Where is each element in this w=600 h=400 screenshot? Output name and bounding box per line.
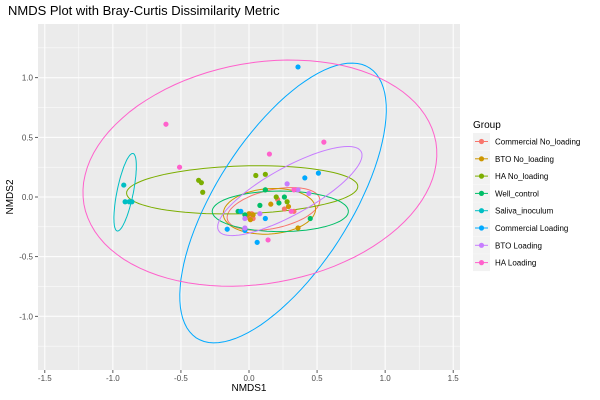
point-well-control [242, 212, 248, 218]
point-ha-loading [176, 164, 183, 170]
point-commercial-loading [302, 175, 308, 181]
point-ha-loading [163, 121, 169, 127]
x-tick-label: 0.5 [312, 374, 324, 383]
x-tick-label: -1.0 [106, 374, 120, 383]
legend-label-bto-loading: BTO Loading [495, 241, 542, 250]
point-saliva-inoculum [122, 199, 128, 205]
point-well-control [307, 215, 313, 222]
point-commercial-loading [238, 208, 244, 214]
point-ha-no-loading [273, 194, 279, 200]
legend-dot-commercial-no-loading [478, 138, 485, 145]
point-bto-no-loading [295, 225, 301, 231]
y-tick-label: 0.5 [22, 133, 34, 142]
y-tick-label: 0.0 [22, 193, 34, 202]
point-bto-loading [257, 211, 263, 217]
legend-dot-ha-loading [478, 260, 485, 266]
chart-title: NMDS Plot with Bray-Curtis Dissimilarity… [8, 3, 280, 18]
y-axis-title: NMDS2 [5, 179, 16, 214]
x-tick-label: 1.0 [380, 374, 392, 383]
point-well-control [257, 202, 263, 208]
point-ha-no-loading [200, 189, 206, 195]
point-well-control [276, 200, 282, 206]
legend-label-bto-no-loading: BTO No_loading [495, 155, 554, 164]
ellipse-saliva-inoculum [113, 153, 137, 232]
x-tick-label: -1.5 [38, 374, 52, 383]
legend-dot-commercial-loading [478, 225, 485, 231]
point-ha-no-loading [198, 180, 204, 186]
legend-label-ha-no-loading: HA No_loading [495, 172, 548, 181]
point-commercial-loading [295, 64, 301, 70]
point-well-control [262, 187, 268, 193]
point-bto-loading [295, 187, 301, 193]
point-commercial-loading [224, 226, 230, 232]
ellipse-ha-no-loading [126, 165, 359, 215]
y-tick-label: -1.0 [19, 312, 33, 321]
point-bto-no-loading [268, 201, 274, 207]
y-tick-label: 1.0 [22, 74, 34, 83]
point-bto-loading [306, 190, 312, 197]
axes: -1.5 -1.0 -0.5 0.0 0.5 1.0 1.5 -1.0 -0.5 0.0 0.5 1.… [19, 74, 459, 383]
legend-label-commercial-no-loading: Commercial No_loading [495, 138, 580, 147]
legend-title: Group [473, 120, 501, 131]
point-ha-no-loading [284, 199, 290, 205]
point-ha-loading [288, 208, 294, 214]
point-bto-loading [284, 181, 290, 187]
x-tick-label: 1.5 [448, 374, 460, 383]
legend-dot-bto-loading [478, 242, 485, 248]
legend-dot-well-control [478, 190, 485, 196]
legend-label-commercial-loading: Commercial Loading [495, 224, 568, 233]
ellipse-well-control [211, 190, 349, 233]
point-ha-loading [266, 151, 273, 157]
point-ha-no-loading [262, 171, 268, 177]
point-ha-loading [321, 139, 327, 145]
point-bto-no-loading [285, 203, 292, 210]
legend-dot-ha-no-loading [478, 173, 485, 179]
ellipse-bto-loading [217, 146, 363, 237]
legend: Group Commercial No_loading BTO No_loadin… [473, 120, 580, 272]
x-axis-title: NMDS1 [231, 383, 266, 394]
x-tick-label: 0.0 [243, 374, 255, 383]
legend-label-ha-loading: HA Loading [495, 259, 536, 268]
point-bto-no-loading [250, 212, 256, 218]
x-tick-label: -0.5 [174, 374, 188, 383]
legend-label-saliva-inoculum: Saliva_inoculum [495, 207, 554, 216]
point-bto-loading [242, 215, 248, 222]
point-commercial-no-loading [281, 206, 287, 212]
y-tick-label: -0.5 [19, 253, 33, 262]
ellipse-commercial-no-loading [226, 187, 321, 231]
ellipse-ha-loading [82, 59, 438, 287]
point-well-control [281, 194, 287, 200]
confidence-ellipses [82, 59, 438, 344]
point-commercial-loading [315, 170, 322, 176]
legend-dot-saliva-inoculum [478, 208, 485, 214]
legend-dot-bto-no-loading [478, 156, 485, 162]
point-ha-loading [265, 237, 271, 243]
ellipse-commercial-loading [179, 62, 387, 344]
point-ha-no-loading [253, 172, 259, 179]
point-bto-no-loading [247, 217, 253, 223]
legend-label-well-control: Well_control [495, 189, 539, 198]
point-commercial-loading [262, 215, 268, 222]
point-saliva-inoculum [121, 182, 127, 188]
point-commercial-loading [254, 239, 260, 245]
point-ha-loading [291, 187, 297, 193]
ellipse-bto-no-loading [222, 188, 317, 235]
point-saliva-inoculum [129, 199, 135, 205]
point-bto-loading [242, 225, 248, 231]
data-points [121, 64, 327, 245]
